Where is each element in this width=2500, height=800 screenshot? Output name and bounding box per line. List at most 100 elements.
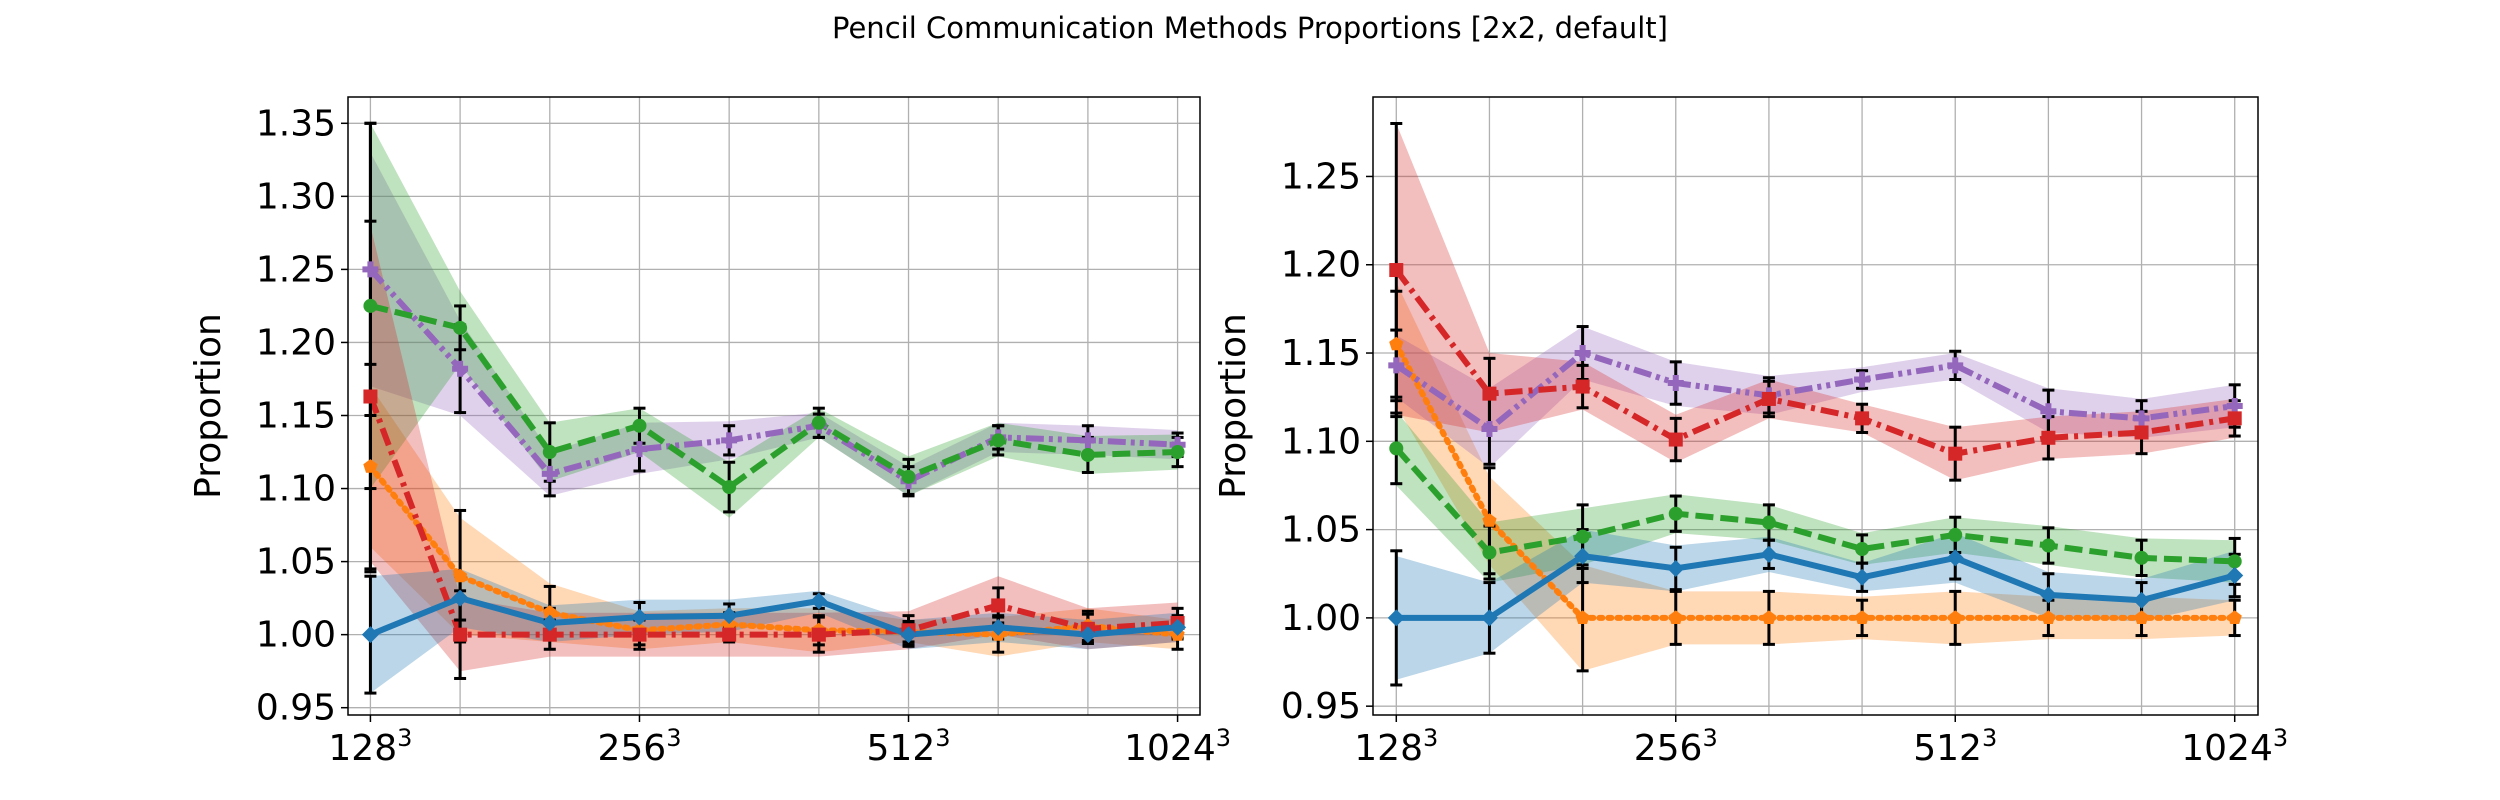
green-circle-marker [1482,545,1497,560]
green-circle-marker [542,445,557,460]
x-tick-label: 10243 [2181,724,2288,769]
y-tick-label: 1.25 [256,249,336,290]
blue-diamond-marker [2226,567,2244,585]
purple-plus-marker [541,465,558,482]
green-circle-marker [2227,554,2242,569]
orange-pentagon-marker [2134,610,2149,624]
orange-confidence-band [1396,282,2235,671]
blue-confidence-band [1396,529,2235,680]
red-square-marker [363,389,378,404]
blue-diamond-marker [451,589,469,607]
blue-diamond-marker [1480,609,1498,627]
purple-series-line [368,267,1178,485]
blue-diamond-marker [810,592,828,610]
green-circle-marker [722,480,737,495]
orange-pentagon-marker [1482,513,1497,527]
green-circle-marker [632,418,647,433]
y-tick-label: 0.95 [256,688,336,729]
green-circle-marker [1855,542,1870,557]
x-tick-label: 2563 [1634,724,1718,769]
purple-plus-marker [1079,432,1096,449]
orange-series-line [1393,341,2238,621]
blue-series-line [369,595,1178,638]
red-square-marker [1575,379,1590,394]
y-tick-label: 1.15 [256,395,336,436]
blue-diamond-marker [1079,626,1097,644]
orange-pentagon-marker [363,459,378,473]
purple-plus-marker [1481,420,1498,437]
red-square-marker [1668,432,1683,447]
purple-plus-marker [1667,375,1684,392]
x-tick-label: 2563 [597,724,681,769]
orange-pentagon-marker [1761,610,1777,624]
red-square-marker [1761,391,1776,406]
y-tick-label: 1.05 [1281,510,1361,551]
purple-plus-marker [1574,345,1591,362]
green-circle-marker [1575,529,1590,544]
red-series-line [367,395,1178,638]
red-square-marker [1389,263,1404,278]
left-grid [348,97,1200,715]
y-tick-label: 1.10 [256,469,336,510]
right-subplot: 0.95 1.00 1.05 1.10 1.15 1.20 1.25 1283 2563 5123… [1213,96,2288,769]
y-tick-label: 1.15 [1281,333,1361,374]
right-y-axis-label: Proportion [1213,313,1254,499]
green-confidence-band [1396,411,2235,583]
green-circle-marker [1080,447,1095,462]
purple-plus-marker [2226,398,2243,414]
red-square-marker [2227,411,2242,426]
orange-pentagon-marker [1668,610,1683,624]
blue-diamond-marker [1946,549,1964,567]
blue-diamond-marker [541,614,559,632]
red-square-marker [991,598,1006,613]
x-tick-label: 5123 [1913,724,1997,769]
blue-diamond-marker [2133,591,2151,609]
green-series-line [1394,446,2235,565]
red-square-marker [2041,430,2056,445]
green-circle-marker [901,469,916,484]
purple-plus-marker [1169,436,1186,453]
blue-diamond-marker [361,626,379,644]
orange-pentagon-marker [1854,610,1870,624]
x-tick-label: 10243 [1124,724,1231,769]
green-circle-marker [1668,506,1683,521]
purple-series-line [1394,350,2236,432]
orange-pentagon-marker [542,605,557,619]
red-square-marker [542,627,557,642]
blue-diamond-marker [1853,568,1871,586]
orange-pentagon-marker [1948,610,1963,624]
blue-diamond-marker [2039,586,2057,604]
purple-plus-marker [1388,357,1405,374]
x-tick-label: 1283 [328,724,412,769]
left-axes-frame [347,96,1201,716]
y-tick-label: 1.00 [1281,598,1361,639]
blue-diamond-marker [1667,559,1685,577]
y-tick-label: 1.10 [1281,421,1361,462]
right-ticks: 0.95 1.00 1.05 1.10 1.15 1.20 1.25 1283 2563 5123… [1281,156,2288,769]
purple-plus-marker [1854,371,1871,388]
blue-diamond-marker [630,608,648,626]
red-confidence-band [1396,123,2235,481]
orange-pentagon-marker [2227,610,2242,624]
blue-diamond-marker [1760,545,1778,563]
purple-plus-marker [2040,403,2057,420]
right-axes-frame [1372,96,2259,716]
left-subplot: 0.95 1.00 1.05 1.10 1.15 1.20 1.25 1.30 1.35 1283… [188,96,1231,769]
orange-pentagon-marker [453,568,468,583]
right-markers [1387,263,2244,627]
green-circle-marker [2134,550,2149,565]
y-tick-label: 1.35 [256,103,336,144]
green-circle-marker [1761,515,1776,530]
green-series-line [369,302,1178,491]
red-square-marker [1482,386,1497,401]
blue-series-line [1396,551,2236,621]
purple-plus-marker [362,261,379,278]
y-tick-label: 1.00 [256,615,336,656]
red-square-marker [2134,425,2149,440]
blue-diamond-marker [989,618,1007,636]
figure-title: Pencil Communication Methods Proportions… [832,11,1668,45]
left-y-axis-label: Proportion [188,313,229,499]
red-square-marker [722,627,737,642]
orange-pentagon-marker [2041,610,2056,624]
